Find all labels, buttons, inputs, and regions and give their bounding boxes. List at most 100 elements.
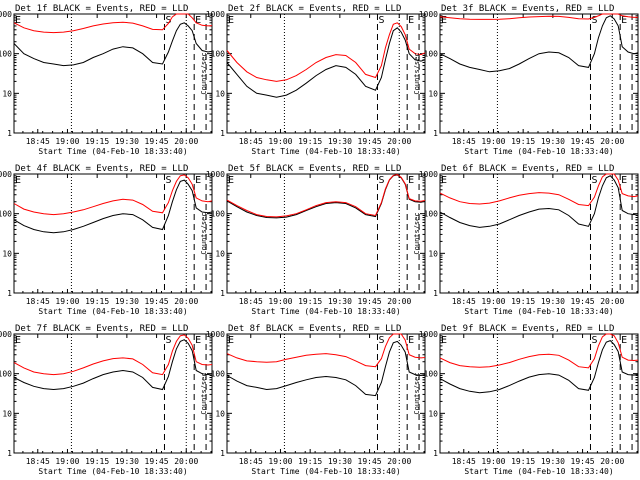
y-tick-label: 1 (7, 129, 12, 138)
panel-det-7f: Det 7f BLACK = Events, RED = LLD 1 10 100 10… (0, 324, 213, 476)
series-line-events (13, 22, 213, 67)
x-tick-label: 19:00 (55, 137, 79, 146)
plot-frame (226, 333, 426, 454)
series-line-events (226, 340, 426, 397)
end-marker-label: E (228, 175, 234, 186)
x-tick-label: 20:00 (174, 137, 198, 146)
plot-frame (226, 173, 426, 294)
panel-det-3f: Det 3f BLACK = Events, RED = LLD 1 10 100 10… (413, 4, 639, 156)
y-tick-label: 100 (424, 50, 439, 59)
y-tick-label: 10 (215, 89, 225, 98)
x-axis-label: Start Time (04-Feb-10 18:33:40) (464, 467, 613, 476)
x-tick-label: 19:00 (55, 457, 79, 466)
x-tick-label: 19:15 (298, 457, 322, 466)
end-marker-label: E (441, 335, 447, 346)
x-tick-label: 19:30 (328, 297, 352, 306)
y-tick-label: 1000 (419, 170, 438, 179)
x-tick-label: 19:15 (511, 457, 535, 466)
start-marker-label: S (591, 175, 597, 186)
y-tick-label: 1000 (206, 170, 225, 179)
x-tick-label: 18:45 (26, 297, 50, 306)
panel-det-6f: Det 6f BLACK = Events, RED = LLD 1 10 100 10… (413, 164, 639, 316)
x-tick-label: 19:30 (115, 457, 139, 466)
y-tick-label: 1000 (419, 330, 438, 339)
x-tick-label: 20:00 (387, 457, 411, 466)
series-line-lld (439, 173, 639, 207)
end-marker-label: E (408, 15, 414, 26)
y-tick-label: 100 (0, 50, 12, 59)
x-axis-label: Start Time (04-Feb-10 18:33:40) (251, 307, 400, 316)
x-axis-label: Start Time (04-Feb-10 18:33:40) (251, 147, 400, 156)
y-tick-label: 100 (424, 210, 439, 219)
x-tick-label: 19:15 (511, 297, 535, 306)
y-tick-label: 10 (215, 249, 225, 258)
panel-det-9f: Det 9f BLACK = Events, RED = LLD 1 10 100 10… (413, 324, 639, 476)
end-marker-label: E (441, 15, 447, 26)
series-line-lld (226, 333, 426, 368)
panel-title: Det 8f BLACK = Events, RED = LLD (228, 324, 401, 334)
panel-title: Det 6f BLACK = Events, RED = LLD (441, 164, 614, 174)
y-tick-label: 10 (215, 409, 225, 418)
x-axis-label: Start Time (04-Feb-10 18:33:40) (464, 147, 613, 156)
series-line-lld (13, 174, 213, 216)
x-tick-label: 19:45 (571, 297, 595, 306)
start-marker-label: S (378, 15, 384, 26)
x-tick-label: 18:45 (26, 137, 50, 146)
x-tick-label: 19:45 (571, 457, 595, 466)
x-tick-label: 19:45 (358, 297, 382, 306)
series-line-lld (13, 13, 213, 34)
y-tick-label: 100 (211, 50, 226, 59)
panel-det-4f: Det 4f BLACK = Events, RED = LLD 1 10 100 10… (0, 164, 213, 316)
x-tick-label: 18:45 (26, 457, 50, 466)
x-tick-label: 20:00 (387, 137, 411, 146)
y-tick-label: 100 (424, 370, 439, 379)
end-marker-label: E (15, 15, 21, 26)
y-tick-label: 1000 (206, 10, 225, 19)
end-marker-label: E (441, 175, 447, 186)
plot-frame (13, 13, 213, 134)
y-tick-label: 1 (433, 289, 438, 298)
end-marker-label: E (228, 15, 234, 26)
x-tick-label: 18:45 (239, 457, 263, 466)
series-line-events (439, 175, 639, 228)
x-tick-label: 19:30 (115, 297, 139, 306)
x-tick-label: 19:00 (481, 297, 505, 306)
y-tick-label: 1 (220, 129, 225, 138)
series-line-events (226, 27, 426, 98)
panel-title: Det 9f BLACK = Events, RED = LLD (441, 324, 614, 334)
end-marker-label: E (15, 335, 21, 346)
y-tick-label: 100 (211, 210, 226, 219)
y-tick-label: 10 (428, 89, 438, 98)
plot-frame (439, 13, 639, 134)
series-line-events (439, 15, 639, 73)
series-line-lld (439, 13, 639, 20)
x-tick-label: 19:45 (145, 297, 169, 306)
x-tick-label: 19:45 (358, 137, 382, 146)
x-tick-label: 20:00 (387, 297, 411, 306)
start-marker-label: S (378, 175, 384, 186)
y-tick-label: 1000 (0, 10, 12, 19)
x-axis-label: Start Time (04-Feb-10 18:33:40) (464, 307, 613, 316)
x-tick-label: 18:45 (239, 297, 263, 306)
end-marker-label: E (195, 15, 201, 26)
x-tick-label: 20:00 (600, 137, 624, 146)
y-tick-label: 1000 (0, 330, 12, 339)
y-axis-label: Counts/sec (200, 212, 208, 254)
x-tick-label: 19:00 (481, 457, 505, 466)
panel-title: Det 3f BLACK = Events, RED = LLD (441, 4, 614, 14)
plot-frame (13, 333, 213, 454)
end-marker-label: E (408, 175, 414, 186)
start-marker-label: S (591, 335, 597, 346)
panel-title: Det 7f BLACK = Events, RED = LLD (15, 324, 188, 334)
series-line-events (13, 179, 213, 234)
plot-frame (439, 333, 639, 454)
x-tick-label: 19:00 (268, 137, 292, 146)
panel-det-1f: Det 1f BLACK = Events, RED = LLD 1 10 100 10… (0, 4, 213, 156)
panel-det-2f: Det 2f BLACK = Events, RED = LLD 1 10 100 10… (200, 4, 426, 156)
x-tick-label: 19:30 (541, 457, 565, 466)
x-tick-label: 19:15 (511, 137, 535, 146)
y-axis-label: Counts/sec (413, 52, 421, 94)
y-tick-label: 1000 (419, 10, 438, 19)
series-line-lld (226, 173, 426, 218)
x-axis-label: Start Time (04-Feb-10 18:33:40) (251, 467, 400, 476)
